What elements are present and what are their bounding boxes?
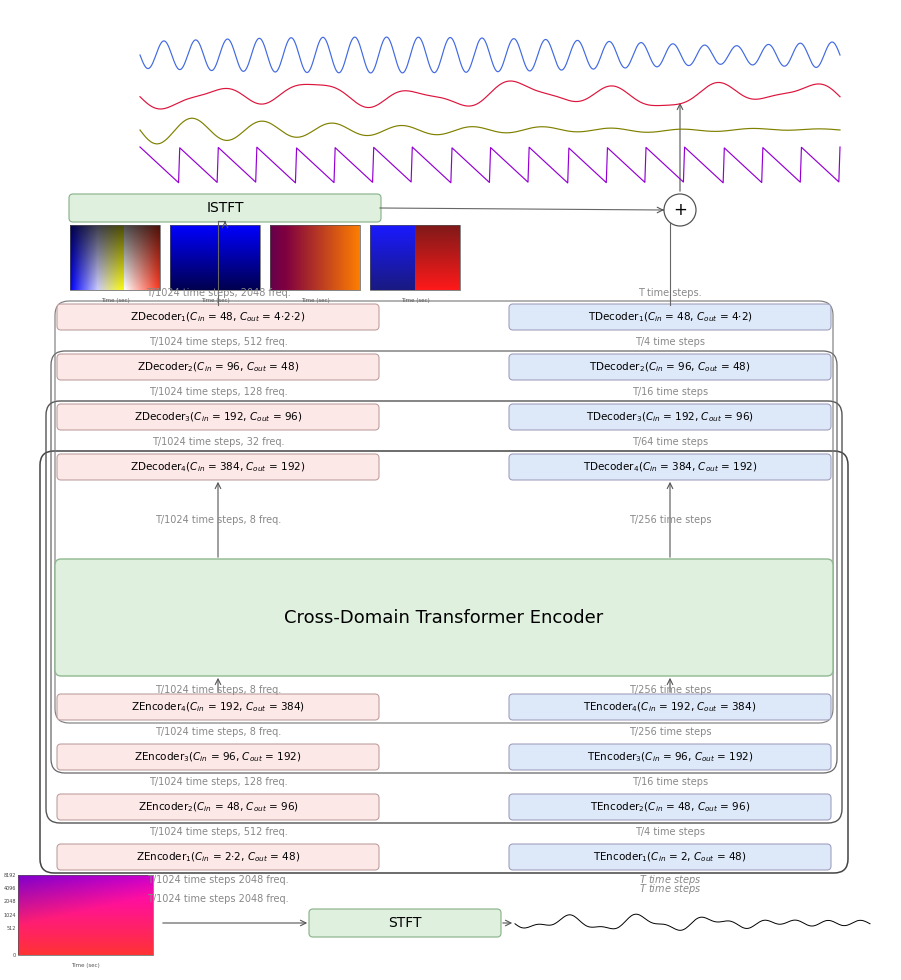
FancyBboxPatch shape [69,194,381,222]
Text: T/4 time steps: T/4 time steps [635,827,705,837]
Text: ZEncoder$_2$($C_{in}$ = 48, $C_{out}$ = 96): ZEncoder$_2$($C_{in}$ = 48, $C_{out}$ = … [138,801,298,813]
FancyBboxPatch shape [57,694,379,720]
Text: $T$ time steps: $T$ time steps [639,882,701,896]
Text: ZDecoder$_2$($C_{in}$ = 96, $C_{out}$ = 48): ZDecoder$_2$($C_{in}$ = 96, $C_{out}$ = … [137,361,299,373]
Text: TEncoder$_1$($C_{in}$ = 2, $C_{out}$ = 48): TEncoder$_1$($C_{in}$ = 2, $C_{out}$ = 4… [593,851,747,863]
Bar [270,225,360,290]
Text: Time (sec): Time (sec) [201,298,230,303]
Bar [18,875,153,955]
Text: T/256 time steps: T/256 time steps [629,514,711,524]
Text: ZEncoder$_3$($C_{in}$ = 96, $C_{out}$ = 192): ZEncoder$_3$($C_{in}$ = 96, $C_{out}$ = … [134,751,302,763]
Text: T/64 time steps: T/64 time steps [632,437,708,447]
Text: T/4 time steps: T/4 time steps [635,337,705,347]
FancyBboxPatch shape [509,454,831,480]
FancyBboxPatch shape [57,404,379,430]
Text: T/1024 time steps, 128 freq.: T/1024 time steps, 128 freq. [149,387,287,397]
FancyBboxPatch shape [57,304,379,330]
Bar [70,225,160,290]
Text: ZEncoder$_4$($C_{in}$ = 192, $C_{out}$ = 384): ZEncoder$_4$($C_{in}$ = 192, $C_{out}$ =… [131,700,305,713]
Text: ZDecoder$_3$($C_{in}$ = 192, $C_{out}$ = 96): ZDecoder$_3$($C_{in}$ = 192, $C_{out}$ =… [133,411,303,423]
Text: T/1024 time steps, 2048 freq.: T/1024 time steps, 2048 freq. [146,288,290,298]
Text: ZDecoder$_4$($C_{in}$ = 384, $C_{out}$ = 192): ZDecoder$_4$($C_{in}$ = 384, $C_{out}$ =… [131,461,305,473]
Text: T/1024 time steps, 512 freq.: T/1024 time steps, 512 freq. [149,337,287,347]
Text: ZEncoder$_1$($C_{in}$ = 2$\cdot$2, $C_{out}$ = 48): ZEncoder$_1$($C_{in}$ = 2$\cdot$2, $C_{o… [136,851,300,863]
Text: T/1024 time steps, 8 freq.: T/1024 time steps, 8 freq. [155,514,281,524]
Text: TDecoder$_3$($C_{in}$ = 192, $C_{out}$ = 96): TDecoder$_3$($C_{in}$ = 192, $C_{out}$ =… [586,411,754,423]
Text: TEncoder$_3$($C_{in}$ = 96, $C_{out}$ = 192): TEncoder$_3$($C_{in}$ = 96, $C_{out}$ = … [587,751,753,763]
FancyBboxPatch shape [57,744,379,770]
FancyBboxPatch shape [509,744,831,770]
Text: $T$ time steps: $T$ time steps [639,873,701,887]
FancyBboxPatch shape [509,844,831,870]
FancyBboxPatch shape [57,794,379,820]
Text: Time (sec): Time (sec) [101,298,130,303]
Text: 512: 512 [6,926,16,931]
Text: TEncoder$_4$($C_{in}$ = 192, $C_{out}$ = 384): TEncoder$_4$($C_{in}$ = 192, $C_{out}$ =… [583,700,757,713]
Text: T/1024 time steps 2048 freq.: T/1024 time steps 2048 freq. [147,894,289,904]
Text: TDecoder$_1$($C_{in}$ = 48, $C_{out}$ = 4$\cdot$2): TDecoder$_1$($C_{in}$ = 48, $C_{out}$ = … [587,311,752,323]
FancyBboxPatch shape [509,794,831,820]
FancyBboxPatch shape [509,694,831,720]
FancyBboxPatch shape [509,354,831,380]
Text: ZDecoder$_1$($C_{in}$ = 48, $C_{out}$ = 4$\cdot$2$\cdot$2): ZDecoder$_1$($C_{in}$ = 48, $C_{out}$ = … [131,311,305,323]
FancyBboxPatch shape [55,559,833,676]
Text: TDecoder$_2$($C_{in}$ = 96, $C_{out}$ = 48): TDecoder$_2$($C_{in}$ = 96, $C_{out}$ = … [589,361,751,373]
Text: Time (sec): Time (sec) [71,963,100,968]
Text: 0: 0 [13,953,16,957]
Text: 8192: 8192 [4,872,16,877]
Text: T/1024 time steps, 32 freq.: T/1024 time steps, 32 freq. [151,437,284,447]
Text: T/1024 time steps 2048 freq.: T/1024 time steps 2048 freq. [147,875,289,885]
Text: Cross-Domain Transformer Encoder: Cross-Domain Transformer Encoder [285,609,604,626]
Text: Time (sec): Time (sec) [401,298,430,303]
Bar [370,225,460,290]
Text: TEncoder$_2$($C_{in}$ = 48, $C_{out}$ = 96): TEncoder$_2$($C_{in}$ = 48, $C_{out}$ = … [590,801,751,813]
Text: 2048: 2048 [4,899,16,904]
FancyBboxPatch shape [57,454,379,480]
FancyBboxPatch shape [509,404,831,430]
Text: T/1024 time steps, 128 freq.: T/1024 time steps, 128 freq. [149,777,287,787]
Text: STFT: STFT [388,916,422,930]
Text: +: + [673,201,687,219]
Text: T/1024 time steps, 8 freq.: T/1024 time steps, 8 freq. [155,727,281,737]
Text: T/1024 time steps, 512 freq.: T/1024 time steps, 512 freq. [149,827,287,837]
Bar [170,225,260,290]
Text: T time steps.: T time steps. [638,288,702,298]
FancyBboxPatch shape [57,844,379,870]
Text: T/1024 time steps, 8 freq.: T/1024 time steps, 8 freq. [155,685,281,695]
FancyBboxPatch shape [509,304,831,330]
Text: T/256 time steps: T/256 time steps [629,685,711,695]
Text: T/16 time steps: T/16 time steps [632,387,708,397]
Text: 1024: 1024 [4,912,16,917]
FancyBboxPatch shape [57,354,379,380]
Text: ISTFT: ISTFT [206,201,244,215]
Text: TDecoder$_4$($C_{in}$ = 384, $C_{out}$ = 192): TDecoder$_4$($C_{in}$ = 384, $C_{out}$ =… [583,461,757,473]
Circle shape [664,194,696,226]
Text: Time (sec): Time (sec) [301,298,330,303]
FancyBboxPatch shape [309,909,501,937]
Text: T/256 time steps: T/256 time steps [629,727,711,737]
Text: 4096: 4096 [4,886,16,891]
Text: T/16 time steps: T/16 time steps [632,777,708,787]
